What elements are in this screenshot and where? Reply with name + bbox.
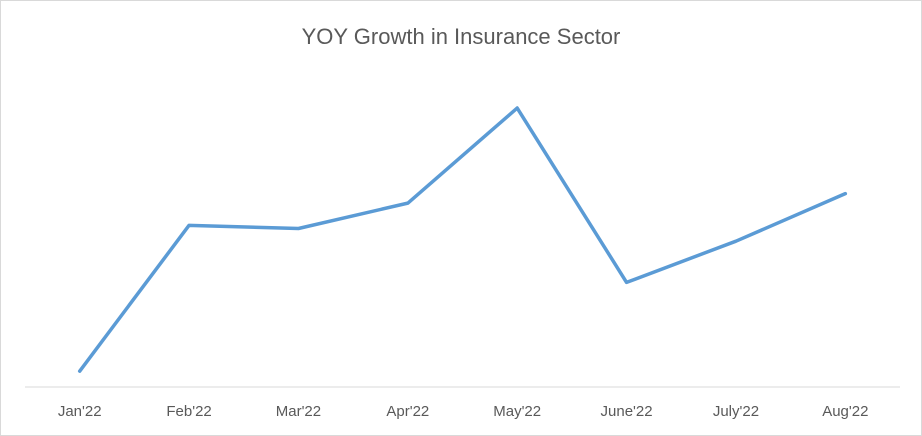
data-line xyxy=(77,106,848,373)
x-tick-label: Aug'22 xyxy=(822,403,868,420)
x-tick-label: July'22 xyxy=(713,403,759,420)
x-tick-label: Feb'22 xyxy=(166,403,211,420)
x-tick-label: Mar'22 xyxy=(276,403,321,420)
x-tick-label: Jan'22 xyxy=(58,403,102,420)
chart-title: YOY Growth in Insurance Sector xyxy=(302,24,621,49)
x-tick-label: May'22 xyxy=(493,403,541,420)
x-tick-label: June'22 xyxy=(601,403,653,420)
x-tick-label: Apr'22 xyxy=(386,403,429,420)
